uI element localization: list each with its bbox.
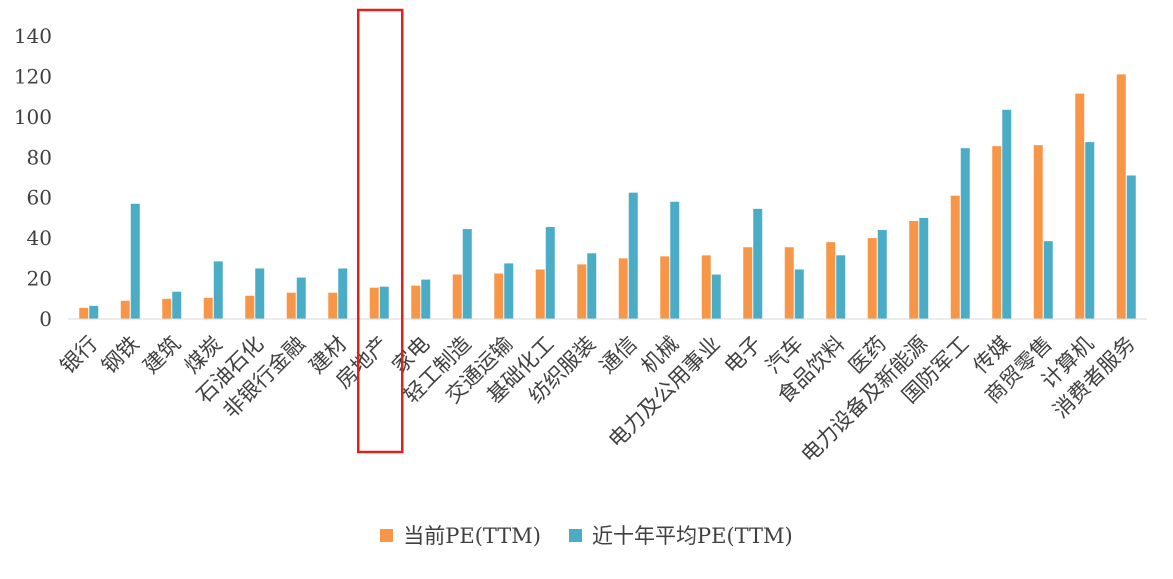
bar-current-pe	[909, 220, 919, 319]
bar-current-pe	[203, 297, 213, 319]
bar-ten-year-avg-pe	[836, 255, 846, 319]
bar-current-pe	[950, 195, 960, 319]
legend-item-current-pe: 当前PE(TTM)	[380, 520, 541, 550]
bar-ten-year-avg-pe	[338, 268, 348, 319]
y-tick-label: 40	[27, 226, 52, 250]
bar-current-pe	[618, 258, 628, 319]
bar-current-pe	[120, 300, 130, 319]
legend: 当前PE(TTM) 近十年平均PE(TTM)	[0, 520, 1173, 550]
x-category-label: 建筑	[139, 332, 186, 379]
bar-ten-year-avg-pe	[462, 229, 472, 319]
bar-current-pe	[1075, 93, 1085, 319]
bar-ten-year-avg-pe	[628, 192, 638, 319]
bar-ten-year-avg-pe	[587, 253, 597, 319]
bar-current-pe	[1116, 74, 1126, 320]
legend-label-ten-year-avg-pe: 近十年平均PE(TTM)	[592, 524, 793, 548]
y-tick-label: 80	[27, 145, 52, 169]
y-tick-label: 0	[39, 307, 52, 331]
bar-ten-year-avg-pe	[711, 274, 721, 319]
y-tick-label: 120	[14, 64, 52, 88]
bar-current-pe	[743, 247, 753, 319]
bar-ten-year-avg-pe	[1043, 241, 1053, 319]
bar-ten-year-avg-pe	[213, 261, 223, 319]
bar-current-pe	[286, 292, 296, 319]
bar-ten-year-avg-pe	[960, 148, 970, 319]
bar-ten-year-avg-pe	[877, 230, 887, 319]
legend-item-ten-year-avg-pe: 近十年平均PE(TTM)	[569, 520, 793, 550]
y-tick-label: 20	[27, 267, 52, 291]
bar-ten-year-avg-pe	[172, 291, 182, 319]
bar-current-pe	[992, 146, 1002, 319]
bar-current-pe	[79, 307, 89, 319]
bar-current-pe	[328, 292, 338, 319]
legend-label-current-pe: 当前PE(TTM)	[403, 524, 541, 548]
bar-ten-year-avg-pe	[421, 279, 431, 319]
bar-ten-year-avg-pe	[296, 277, 306, 319]
bar-ten-year-avg-pe	[379, 286, 389, 319]
bar-ten-year-avg-pe	[753, 208, 763, 319]
bar-current-pe	[411, 285, 421, 319]
bar-current-pe	[452, 274, 462, 319]
highlight-box	[357, 8, 404, 454]
bar-ten-year-avg-pe	[919, 217, 929, 319]
bar-current-pe	[660, 256, 670, 319]
bar-ten-year-avg-pe	[545, 227, 555, 319]
bar-current-pe	[701, 255, 711, 319]
x-category-label: 钢铁	[97, 332, 144, 379]
bar-current-pe	[867, 238, 877, 319]
y-tick-label: 60	[27, 186, 52, 210]
bar-current-pe	[784, 247, 794, 319]
bar-ten-year-avg-pe	[1126, 175, 1136, 319]
bar-ten-year-avg-pe	[89, 305, 99, 319]
bar-ten-year-avg-pe	[670, 201, 680, 319]
bar-current-pe	[162, 298, 172, 319]
bar-current-pe	[1033, 145, 1043, 319]
bar-current-pe	[826, 242, 836, 319]
bar-current-pe	[535, 269, 545, 319]
bar-current-pe	[245, 295, 255, 319]
bar-ten-year-avg-pe	[130, 203, 140, 319]
y-tick-label: 100	[14, 105, 52, 129]
pe-bar-chart: 0 20 40 60 80 100 120 140 银行钢铁建筑煤炭石油石化非银行金融建材房地…	[14, 8, 1147, 468]
bar-ten-year-avg-pe	[255, 268, 265, 319]
bar-ten-year-avg-pe	[1085, 142, 1095, 319]
legend-swatch-current-pe	[380, 528, 394, 542]
bar-current-pe	[494, 273, 504, 319]
x-category-label: 电子	[720, 332, 767, 379]
x-category-label: 通信	[595, 332, 642, 379]
bar-ten-year-avg-pe	[1002, 109, 1012, 320]
bar-current-pe	[577, 264, 587, 319]
bar-current-pe	[369, 287, 379, 319]
y-axis: 0 20 40 60 80 100 120 140	[14, 24, 52, 331]
y-tick-label: 140	[14, 24, 52, 48]
bars	[79, 74, 1136, 320]
x-category-label: 银行	[56, 332, 103, 379]
legend-swatch-ten-year-avg-pe	[569, 528, 582, 542]
x-axis: 银行钢铁建筑煤炭石油石化非银行金融建材房地产家电轻工制造交通运输基础化工纺织服装…	[56, 332, 1140, 468]
bar-ten-year-avg-pe	[504, 263, 514, 319]
bar-ten-year-avg-pe	[794, 269, 804, 319]
